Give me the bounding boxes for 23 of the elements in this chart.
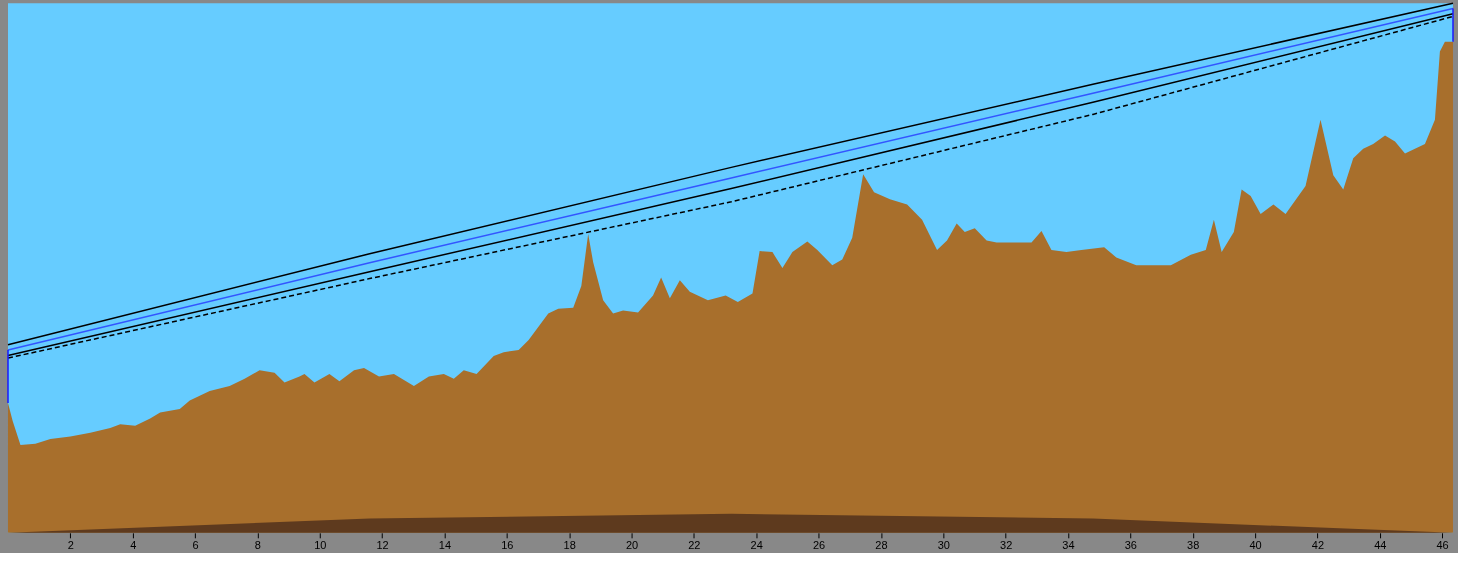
x-tick-label: 14 (438, 539, 452, 552)
x-tick-label: 44 (1374, 539, 1387, 552)
x-tick-label: 36 (1124, 539, 1137, 552)
x-tick-label: 34 (1062, 539, 1075, 552)
x-tick-label: 16 (501, 539, 514, 552)
x-tick-label: 6 (192, 539, 199, 552)
x-tick-label: 38 (1187, 539, 1200, 552)
x-tick-label: 24 (750, 539, 763, 552)
x-tick-label: 18 (563, 539, 576, 552)
x-tick-label: 20 (625, 539, 639, 552)
x-tick-label: 22 (688, 539, 701, 552)
x-tick-label: 46 (1436, 539, 1449, 552)
x-tick-label: 12 (376, 539, 389, 552)
x-tick-label: 2 (67, 539, 74, 552)
x-tick-label: 40 (1249, 539, 1262, 552)
x-tick-label: 28 (875, 539, 888, 552)
x-tick-label: 32 (1000, 539, 1013, 552)
x-tick-label: 8 (254, 539, 261, 552)
x-tick-label: 30 (937, 539, 950, 552)
x-tick-label: 4 (130, 539, 137, 552)
x-tick-label: 42 (1311, 539, 1324, 552)
x-tick-label: 26 (812, 539, 826, 552)
x-tick-label: 10 (314, 539, 327, 552)
